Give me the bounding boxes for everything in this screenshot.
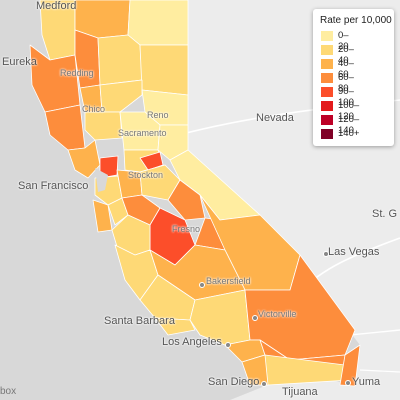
label-los-angeles: Los Angeles <box>162 336 222 348</box>
legend-label: 140+ <box>338 128 360 139</box>
label-santa-barbara: Santa Barbara <box>104 315 175 327</box>
legend-swatch <box>321 73 333 83</box>
label-redding: Redding <box>60 68 94 78</box>
legend-label: 120–140 <box>338 114 360 136</box>
county-siskiyou[interactable] <box>74 0 131 39</box>
legend-label: 90–100 <box>338 86 354 108</box>
label-fresno: Fresno <box>172 224 201 234</box>
county-modoc[interactable] <box>127 0 189 46</box>
legend-swatch <box>321 87 333 97</box>
city-marker-los-angeles <box>225 342 231 348</box>
attribution[interactable]: box <box>0 386 17 397</box>
legend: Rate per 10,000 0–20 20–40 40–60 60–80 90–10… <box>313 9 394 146</box>
label-reno: Reno <box>147 110 169 120</box>
county-santa-barbara[interactable] <box>154 317 196 336</box>
label-sacramento: Sacramento <box>118 128 167 138</box>
county-madera-mariposa[interactable] <box>167 179 206 221</box>
legend-label: 0–20 <box>338 30 349 52</box>
highway-i8 <box>359 369 400 373</box>
county-imperial[interactable] <box>339 344 361 387</box>
label-medford: Medford <box>36 0 77 12</box>
city-marker-yuma <box>345 380 351 386</box>
city-marker-san-diego <box>261 381 267 387</box>
label-victorville: Victorville <box>258 309 297 319</box>
label-nevada: Nevada <box>256 112 294 124</box>
legend-label: 40–60 <box>338 58 354 80</box>
legend-swatch <box>321 115 333 125</box>
county-lassen[interactable] <box>139 44 189 96</box>
label-bakersfield: Bakersfield <box>206 276 251 286</box>
county-glenn-colusa[interactable] <box>84 111 123 141</box>
legend-swatch <box>321 101 333 111</box>
county-shasta[interactable] <box>97 34 143 86</box>
label-las-vegas: Las Vegas <box>328 246 380 258</box>
legend-label: 100–120 <box>338 100 360 122</box>
label-tijuana: Tijuana <box>282 386 318 398</box>
legend-swatch <box>321 31 333 41</box>
legend-label: 20–40 <box>338 44 354 66</box>
label-san-francisco: San Francisco <box>18 180 89 192</box>
label-san-diego: San Diego <box>208 376 260 388</box>
label-st-g: St. G <box>372 208 398 220</box>
county-layer[interactable] <box>29 0 361 387</box>
legend-label: 60–80 <box>338 72 354 94</box>
county-amador[interactable] <box>139 151 164 171</box>
label-yuma: Yuma <box>352 376 381 388</box>
city-marker-bakersfield <box>199 282 205 288</box>
legend-title: Rate per 10,000 <box>320 15 392 26</box>
city-marker-las-vegas <box>323 251 329 257</box>
label-chico: Chico <box>82 104 106 114</box>
label-stockton: Stockton <box>128 170 164 180</box>
city-marker-victorville <box>252 315 258 321</box>
legend-swatch <box>321 45 333 55</box>
legend-swatch <box>321 129 333 139</box>
label-eureka: Eureka <box>2 56 37 68</box>
county-butte-plumas[interactable] <box>99 79 143 113</box>
sf-bay <box>95 168 108 192</box>
legend-swatch <box>321 59 333 69</box>
county-trinity[interactable] <box>74 29 101 89</box>
